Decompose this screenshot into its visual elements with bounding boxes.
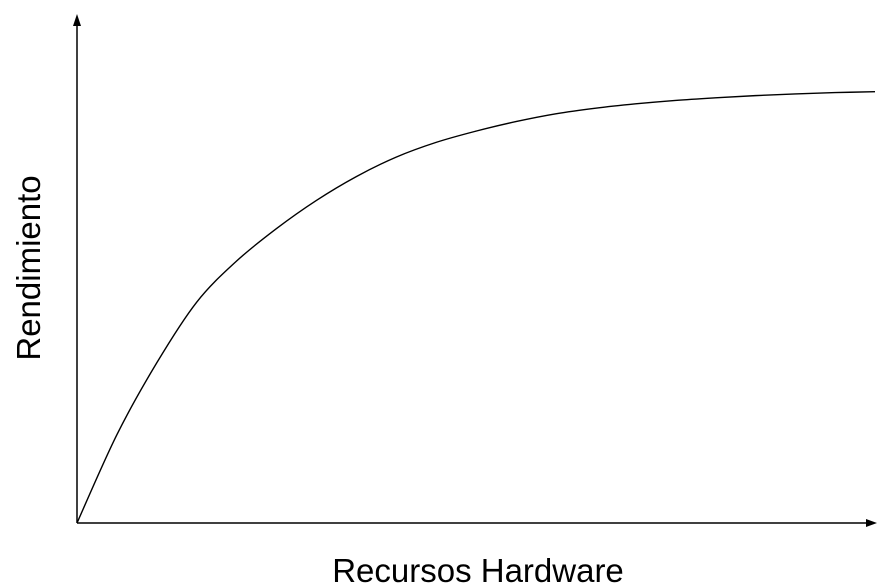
y-axis-title: Rendimiento bbox=[10, 175, 47, 360]
axes bbox=[73, 14, 877, 527]
y-axis-arrowhead bbox=[73, 14, 81, 26]
x-axis-arrowhead bbox=[866, 519, 877, 527]
x-axis-title: Recursos Hardware bbox=[332, 552, 624, 588]
series-line-0 bbox=[76, 91, 876, 524]
series-layer bbox=[76, 91, 876, 524]
